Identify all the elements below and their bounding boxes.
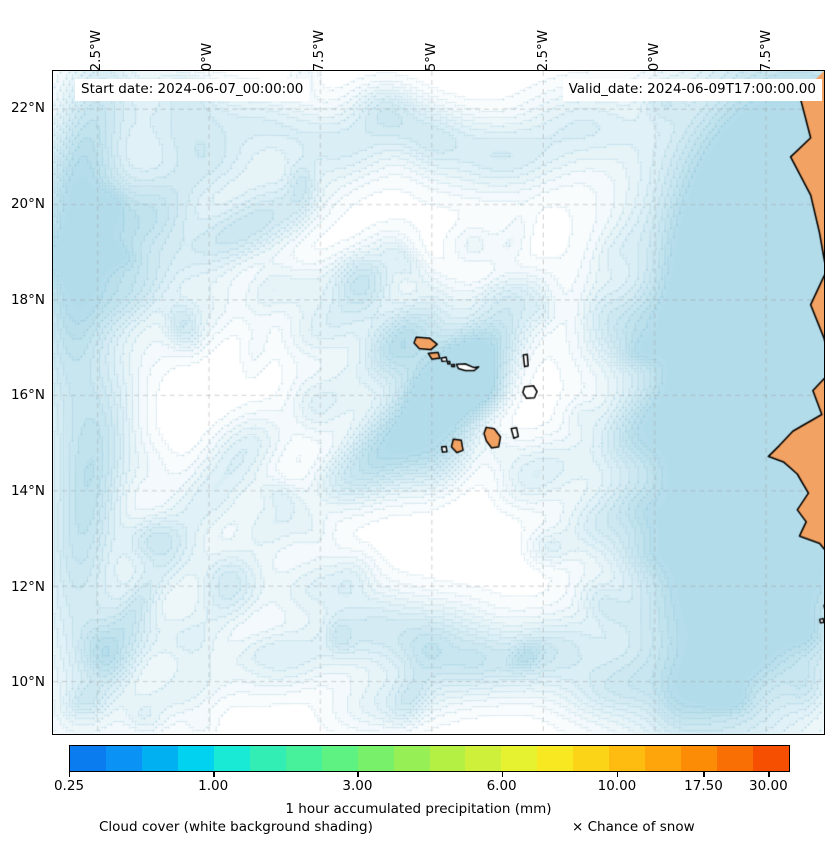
legend-caption-row: Cloud cover (white background shading) ×… [0,819,837,839]
colorbar-ticklabel-6: 30.00 [749,778,788,794]
colorbar-ticklabel-1: 1.00 [198,778,229,794]
precipitation-colorbar[interactable] [69,745,790,772]
start-date-annotation: Start date: 2024-06-07_00:00:00 [75,79,310,101]
colorbar-segment-13 [537,746,574,771]
lat-tick-2: 18°N [10,291,45,308]
lat-tick-5: 12°N [10,578,45,595]
lat-tick-3: 16°N [10,387,45,404]
precipitation-cloud-map-canvas [53,71,824,734]
lat-tick-4: 14°N [10,483,45,499]
map-plot-area[interactable]: Start date: 2024-06-07_00:00:00 Valid_da… [52,70,825,735]
colorbar-ticklabel-3: 6.00 [486,778,517,794]
colorbar-tick-2 [357,772,359,777]
colorbar-segment-14 [573,746,610,771]
colorbar-segment-3 [177,746,214,771]
colorbar-tick-labels: 0.25 1.00 3.00 6.00 10.00 17.50 30.00 [0,778,837,798]
colorbar-tick-marks [0,772,837,780]
cloud-cover-legend: Cloud cover (white background shading) [99,819,373,835]
valid-date-annotation: Valid_date: 2024-06-09T17:00:00.00 [562,79,822,101]
colorbar-segment-18 [717,746,754,771]
colorbar-segment-10 [429,746,466,771]
lat-tick-1: 20°N [10,195,45,212]
colorbar-tick-1 [213,772,215,777]
colorbar-segment-2 [141,746,178,771]
colorbar-ticklabel-0: 0.25 [53,778,85,794]
colorbar-segment-8 [357,746,394,771]
colorbar-segment-6 [285,746,322,771]
colorbar-segment-11 [465,746,502,771]
colorbar-tick-6 [768,772,770,777]
colorbar-tick-0 [69,772,71,777]
colorbar-segment-7 [321,746,358,771]
colorbar-ticklabel-4: 10.00 [597,778,637,794]
colorbar-segment-9 [393,746,430,771]
colorbar-segment-5 [249,746,286,771]
lat-tick-6: 10°N [10,674,45,691]
colorbar-ticklabel-2: 3.00 [342,778,373,794]
colorbar-segment-19 [753,746,789,771]
colorbar-segment-16 [645,746,682,771]
lat-tick-0: 22°N [10,100,45,117]
colorbar-segment-17 [681,746,718,771]
colorbar-segment-0 [70,746,106,771]
colorbar-tick-5 [703,772,705,777]
colorbar-tick-3 [501,772,503,777]
colorbar-title: 1 hour accumulated precipitation (mm) [285,801,552,817]
colorbar-segment-4 [213,746,250,771]
colorbar-segment-1 [105,746,142,771]
colorbar-ticklabel-5: 17.50 [684,778,723,794]
colorbar-tick-4 [616,772,619,777]
colorbar-segment-12 [501,746,538,771]
colorbar-segment-15 [609,746,646,771]
chance-of-snow-legend: × Chance of snow [572,819,695,835]
